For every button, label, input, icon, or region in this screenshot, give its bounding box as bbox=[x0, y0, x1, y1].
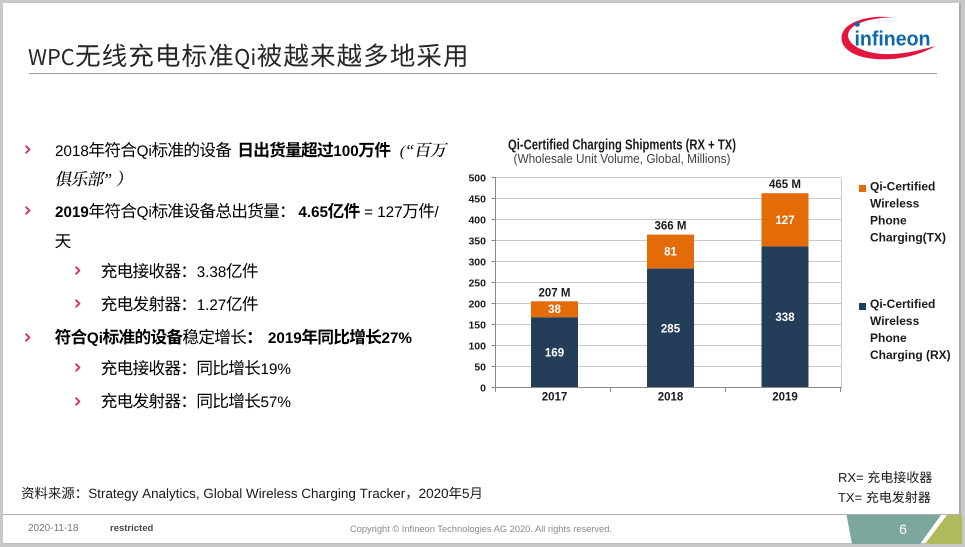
svg-text:366 M: 366 M bbox=[655, 221, 687, 233]
svg-text:169: 169 bbox=[545, 348, 564, 360]
svg-text:400: 400 bbox=[468, 215, 486, 227]
svg-text:(Wholesale Unit Volume, Global: (Wholesale Unit Volume, Global, Millions… bbox=[514, 151, 731, 166]
svg-text:2017: 2017 bbox=[542, 392, 568, 404]
svg-text:Wireless: Wireless bbox=[870, 314, 920, 328]
svg-text:Phone: Phone bbox=[870, 214, 907, 228]
svg-text:150: 150 bbox=[468, 320, 486, 332]
svg-text:300: 300 bbox=[468, 257, 486, 269]
svg-text:2019: 2019 bbox=[772, 392, 798, 404]
svg-text:Qi-Certified: Qi-Certified bbox=[870, 297, 935, 311]
svg-text:200: 200 bbox=[468, 299, 486, 311]
svg-text:2018: 2018 bbox=[658, 392, 684, 404]
svg-text:450: 450 bbox=[468, 194, 486, 206]
svg-text:Charging (RX): Charging (RX) bbox=[870, 348, 951, 362]
svg-text:500: 500 bbox=[468, 173, 486, 185]
svg-text:100: 100 bbox=[468, 341, 486, 353]
svg-text:Qi-Certified: Qi-Certified bbox=[870, 180, 935, 194]
svg-text:81: 81 bbox=[664, 247, 677, 259]
svg-text:250: 250 bbox=[468, 278, 486, 290]
svg-text:Qi-Certified Charging Shipment: Qi-Certified Charging Shipments (RX + TX… bbox=[508, 138, 736, 154]
svg-text:38: 38 bbox=[548, 304, 561, 316]
svg-text:338: 338 bbox=[775, 312, 795, 324]
svg-text:Charging(TX): Charging(TX) bbox=[870, 231, 946, 245]
svg-text:6: 6 bbox=[899, 521, 907, 537]
svg-text:285: 285 bbox=[661, 323, 681, 335]
svg-text:50: 50 bbox=[474, 362, 486, 374]
svg-text:0: 0 bbox=[480, 383, 486, 395]
svg-text:Wireless: Wireless bbox=[870, 197, 920, 211]
svg-text:207 M: 207 M bbox=[539, 287, 571, 299]
svg-text:465 M: 465 M bbox=[769, 179, 801, 191]
svg-text:350: 350 bbox=[468, 236, 486, 248]
svg-text:infineon: infineon bbox=[855, 29, 931, 51]
svg-text:127: 127 bbox=[775, 215, 794, 227]
svg-text:Phone: Phone bbox=[870, 331, 907, 345]
